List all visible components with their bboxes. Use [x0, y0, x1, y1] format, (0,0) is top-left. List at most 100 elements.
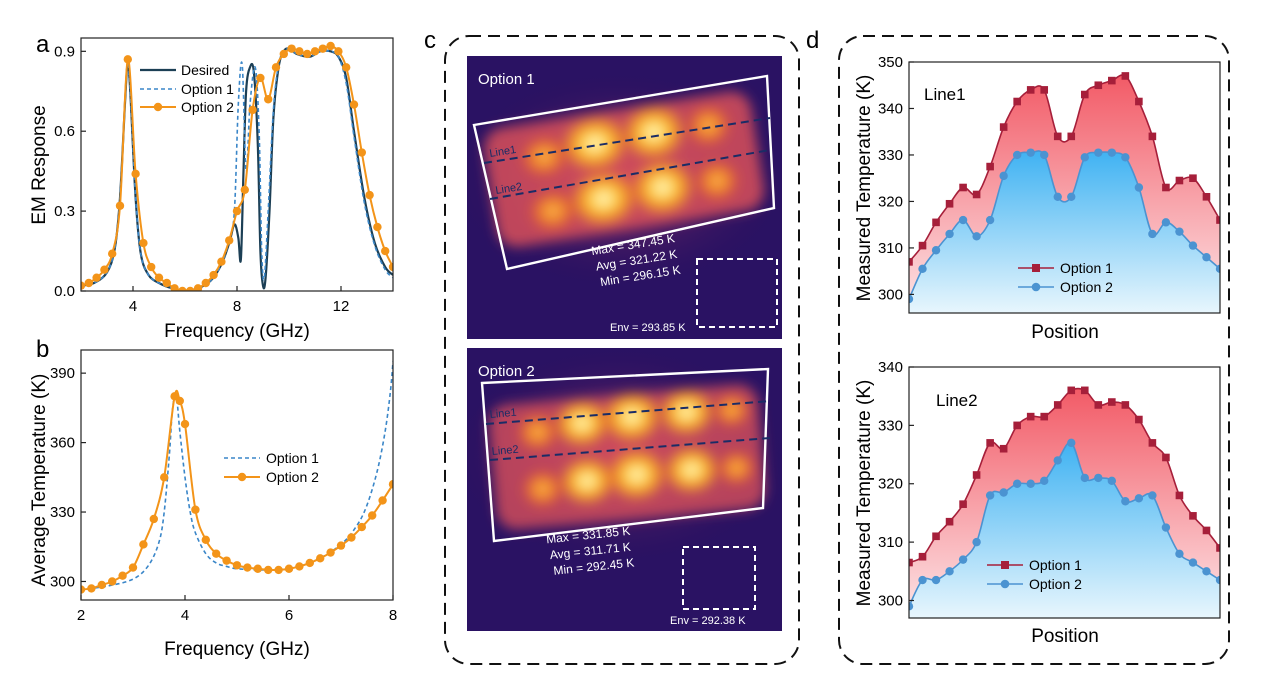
option1-point: [1094, 401, 1103, 409]
option2-point: [368, 511, 377, 520]
chart-d1-xlabel: Position: [1031, 322, 1099, 343]
option1-point: [1080, 386, 1089, 395]
chart-d-line2: 300 310 320 330 340 Line2 Position Measured …: [854, 359, 1221, 647]
legend-d1-option1-marker: [1032, 264, 1040, 272]
y-tick-label: 320: [878, 476, 903, 493]
option2-point: [318, 44, 327, 53]
y-tick-label: 320: [878, 193, 903, 210]
option2-point: [147, 262, 156, 272]
panel-label-a: a: [36, 31, 50, 58]
option2-point: [1067, 192, 1076, 201]
option2-point: [945, 567, 954, 576]
option2-point: [999, 488, 1008, 497]
option2-point: [191, 505, 200, 514]
option1-point: [1202, 526, 1211, 535]
option2-point: [295, 47, 304, 56]
option2-point: [1121, 497, 1130, 506]
option2-point: [248, 105, 257, 115]
option1-point: [1148, 132, 1157, 141]
line1-label: Line1: [489, 144, 517, 160]
chart-d1-ylabel: Measured Temperature (K): [854, 75, 875, 302]
option2-point: [222, 556, 231, 565]
option2-point: [84, 278, 94, 288]
chart-d-line1: 300 310 320 330 340 350 Line1 Position Measur…: [854, 54, 1221, 343]
option1-point: [1189, 512, 1197, 520]
option2-point: [274, 565, 283, 575]
chart-d1-frame: [908, 61, 1221, 314]
option2-point: [931, 246, 941, 255]
option2-point: [180, 419, 190, 429]
y-tick-label: 390: [50, 365, 75, 382]
option2-point: [139, 238, 148, 248]
option2-point: [365, 190, 374, 200]
chart-d1-legend: Option 1 Option 2: [1018, 260, 1113, 295]
y-tick-label: 340: [878, 100, 903, 117]
option1-point: [1148, 439, 1157, 447]
option2-point: [193, 284, 203, 291]
option2-point: [1215, 264, 1220, 274]
option2-point: [999, 171, 1008, 181]
option2-point: [201, 535, 210, 545]
option2-point: [303, 49, 312, 59]
y-tick-label: 330: [878, 417, 903, 434]
option2-point: [209, 270, 218, 280]
option2-point: [287, 44, 296, 53]
legend-desired-label: Desired: [181, 62, 229, 78]
option2-point: [1134, 494, 1144, 503]
option2-point: [378, 496, 387, 505]
option2-point: [256, 73, 265, 83]
option1-point: [932, 218, 940, 227]
option2-point: [264, 565, 273, 575]
option2-point: [918, 575, 927, 585]
env-readout: Env = 292.38 K: [670, 615, 746, 627]
option2-point: [160, 473, 169, 482]
chart-b-ylabel: Average Temperature (K): [29, 374, 50, 587]
option1-point: [945, 517, 954, 526]
option2-point: [81, 585, 86, 594]
legend-option2-label: Option 2: [181, 99, 234, 115]
option2-point: [1040, 476, 1049, 486]
y-tick-label: 300: [50, 573, 75, 590]
option2-point: [1148, 491, 1157, 500]
option2-point: [162, 278, 171, 288]
option2-point: [1161, 523, 1171, 532]
option2-point: [388, 480, 393, 489]
option1-point: [1080, 90, 1089, 99]
option1-point: [999, 123, 1008, 131]
option2-point: [326, 548, 335, 557]
option1-point: [1053, 132, 1062, 141]
option2-point: [972, 537, 981, 547]
option2-point: [264, 95, 273, 104]
legend-option1-label: Option 1: [181, 81, 234, 97]
option2-point: [279, 49, 288, 59]
option1-point: [1094, 81, 1103, 90]
option2-point: [958, 215, 968, 225]
option2-point: [1053, 192, 1062, 201]
thermal-label: Option 1: [478, 71, 535, 88]
option2-point: [1094, 148, 1103, 157]
option2-point: [381, 246, 390, 256]
option2-point: [357, 522, 366, 532]
y-tick-label: 0.9: [54, 43, 75, 60]
option2-point: [175, 396, 184, 406]
option1-point: [972, 471, 981, 479]
chart-d2-legend: Option 1 Option 2: [987, 557, 1082, 592]
legend-option2-marker: [153, 102, 163, 112]
option2-point: [972, 232, 981, 241]
option2-point: [357, 148, 366, 157]
option2-point: [1148, 229, 1157, 239]
option1-point: [1013, 421, 1021, 430]
option2-point: [342, 63, 351, 72]
panel-label-c: c: [424, 27, 436, 54]
option2-point: [178, 286, 187, 291]
x-tick-label: 8: [233, 298, 241, 315]
option2-point: [108, 577, 117, 586]
legend-d1-option1-label: Option 1: [1060, 260, 1113, 276]
chart-b-frame: [80, 349, 394, 601]
option1-point: [1040, 86, 1049, 94]
option2-point: [909, 294, 914, 304]
option2-point: [217, 257, 226, 266]
option2-point: [1215, 575, 1220, 585]
option1-point: [1108, 76, 1116, 85]
